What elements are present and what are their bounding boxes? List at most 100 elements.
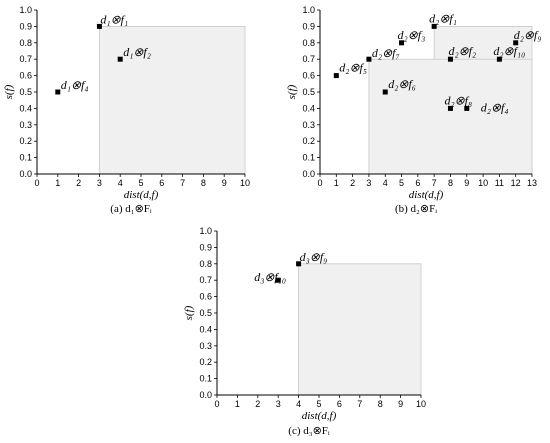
x-tick-label: 4 (383, 178, 388, 188)
x-tick-label: 0 (34, 178, 39, 188)
y-tick-label: 0.5 (199, 308, 212, 318)
x-tick-label: 10 (416, 399, 426, 409)
x-tick-label: 13 (527, 178, 537, 188)
y-tick-label: 0.1 (19, 153, 32, 163)
point-label: d₂⊗f₇ (372, 46, 400, 60)
data-point (431, 23, 437, 29)
data-point (496, 56, 502, 62)
y-tick-label: 0.1 (302, 153, 315, 163)
x-tick-label: 5 (316, 399, 321, 409)
x-tick-label: 1 (334, 178, 339, 188)
data-point (96, 23, 102, 29)
y-tick-label: 0.6 (19, 71, 32, 81)
chart-panel-1: 0 1 2 3 4 5 6 7 8 9 10 11 12 130.00.10.20.30.40.50.60… (286, 5, 541, 215)
x-tick-label: 8 (201, 178, 206, 188)
x-tick-label: 0 (317, 178, 322, 188)
x-tick-label: 7 (180, 178, 185, 188)
data-point (464, 105, 470, 111)
y-tick-label: 0.2 (302, 136, 315, 146)
x-tick-label: 8 (448, 178, 453, 188)
data-point (513, 40, 519, 46)
x-tick-label: 2 (350, 178, 355, 188)
y-tick-label: 1.0 (302, 5, 315, 15)
x-tick-label: 8 (378, 399, 383, 409)
y-tick-label: 0.0 (199, 390, 212, 400)
x-tick-label: 12 (511, 178, 521, 188)
point-label: d₂⊗f₉ (514, 28, 542, 42)
y-tick-label: 0.8 (199, 259, 212, 269)
x-tick-label: 7 (432, 178, 437, 188)
y-tick-label: 0.6 (302, 71, 315, 81)
y-tick-label: 0.8 (302, 38, 315, 48)
data-point (275, 277, 281, 283)
y-tick-label: 0.2 (199, 357, 212, 367)
point-label: d₂⊗f₆ (388, 77, 416, 91)
x-tick-label: 6 (415, 178, 420, 188)
shaded-region (99, 25, 246, 175)
y-tick-label: 0.1 (199, 374, 212, 384)
point-label: d₁⊗f₂ (123, 45, 151, 59)
x-tick-label: 9 (222, 178, 227, 188)
point-label: d₃⊗f₁₀ (254, 270, 286, 284)
x-axis-title: dist(d,f) (124, 189, 159, 201)
data-point (447, 56, 453, 62)
data-point (382, 89, 388, 95)
x-tick-label: 2 (76, 178, 81, 188)
y-tick-label: 0.0 (19, 169, 32, 179)
x-tick-label: 3 (97, 178, 102, 188)
point-label: d₂⊗f₄ (481, 100, 509, 114)
point-label: d₂⊗f₃ (398, 28, 426, 42)
x-tick-label: 6 (159, 178, 164, 188)
data-point (333, 73, 339, 79)
y-tick-label: 1.0 (199, 226, 212, 236)
chart-panel-0: 0 1 2 3 4 5 6 7 8 9 10 0.0 0.1 0.2 0.3 0.4 0.5 0.6 0.7 0.8 0… (3, 5, 250, 215)
y-tick-label: 0.3 (302, 120, 315, 130)
panel-caption: (c) d₃⊗Fᵢ (288, 425, 330, 437)
point-label: d₃⊗f₉ (300, 250, 328, 264)
y-axis-title: s(f) (286, 84, 298, 99)
y-tick-label: 0.4 (199, 324, 212, 334)
point-label: d₁⊗f₄ (61, 78, 89, 92)
x-tick-label: 1 (55, 178, 60, 188)
x-tick-label: 5 (399, 178, 404, 188)
y-axis-title: s(f) (183, 305, 195, 320)
y-axis-title: s(f) (3, 84, 15, 99)
x-tick-label: 9 (398, 399, 403, 409)
y-tick-label: 1.0 (19, 5, 32, 15)
x-tick-label: 1 (235, 399, 240, 409)
x-tick-label: 6 (337, 399, 342, 409)
point-label: d₂⊗f₁ (429, 11, 457, 25)
y-tick-label: 0.2 (19, 136, 32, 146)
chart-panel-2: 0 1 2 3 4 5 6 7 8 9 10 0.0 0.1 0.2 0.3 0.4 0.5 0.6 0.7 0.8 0… (183, 226, 426, 437)
x-tick-label: 4 (296, 399, 301, 409)
y-tick-label: 0.3 (19, 120, 32, 130)
x-tick-label: 3 (276, 399, 281, 409)
y-tick-label: 0.0 (302, 169, 315, 179)
x-tick-label: 4 (118, 178, 123, 188)
data-point (399, 40, 405, 46)
panel-caption: (a) d₁⊗Fᵢ (110, 203, 152, 215)
x-tick-label: 0 (214, 399, 219, 409)
point-label: d₂⊗f₂ (448, 44, 476, 58)
y-tick-label: 0.9 (199, 242, 212, 252)
point-label: d₂⊗f₈ (444, 93, 472, 107)
x-tick-label: 3 (366, 178, 371, 188)
y-tick-label: 0.7 (302, 54, 315, 64)
x-tick-label: 2 (255, 399, 260, 409)
data-point (447, 105, 453, 111)
y-tick-label: 0.7 (19, 54, 32, 64)
x-axis-title: dist(d,f) (409, 189, 444, 201)
y-tick-label: 0.3 (199, 341, 212, 351)
x-tick-label: 11 (495, 178, 504, 188)
point-label: d₂⊗f₁₀ (493, 44, 525, 58)
x-tick-label: 10 (478, 178, 488, 188)
shaded-region (298, 263, 422, 396)
y-tick-label: 0.4 (302, 103, 315, 113)
y-tick-label: 0.6 (199, 292, 212, 302)
y-tick-label: 0.9 (19, 21, 32, 31)
point-label: d₁⊗f₁ (100, 12, 128, 26)
panel-caption: (b) d₂⊗Fᵢ (395, 203, 437, 215)
y-tick-label: 0.5 (302, 87, 315, 97)
data-point (366, 56, 372, 62)
